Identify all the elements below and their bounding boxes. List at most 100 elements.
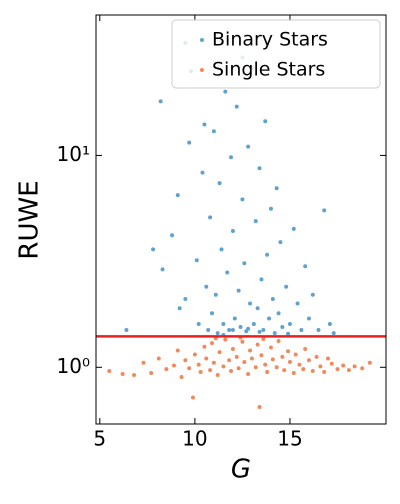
point bbox=[346, 368, 351, 373]
point bbox=[164, 367, 169, 372]
point bbox=[156, 356, 161, 361]
point bbox=[274, 365, 279, 370]
point bbox=[251, 322, 256, 327]
point bbox=[242, 261, 247, 266]
point bbox=[151, 247, 156, 252]
point bbox=[196, 362, 201, 367]
point bbox=[158, 99, 163, 104]
point bbox=[284, 284, 289, 289]
point bbox=[204, 356, 209, 361]
point bbox=[229, 155, 234, 160]
point bbox=[170, 233, 175, 238]
point bbox=[187, 140, 192, 145]
point bbox=[331, 331, 336, 336]
point bbox=[255, 342, 260, 347]
point bbox=[236, 366, 241, 371]
point bbox=[278, 240, 283, 245]
point bbox=[274, 186, 279, 191]
legend-marker bbox=[200, 38, 204, 42]
point bbox=[215, 372, 220, 377]
point bbox=[132, 372, 137, 377]
point bbox=[192, 352, 197, 357]
point bbox=[208, 368, 213, 373]
point bbox=[303, 347, 308, 352]
point bbox=[196, 322, 201, 327]
point bbox=[211, 360, 216, 365]
point bbox=[261, 327, 266, 332]
point bbox=[183, 297, 188, 302]
point bbox=[223, 89, 228, 94]
point bbox=[314, 354, 319, 359]
point bbox=[215, 331, 220, 336]
point bbox=[234, 354, 239, 359]
point bbox=[225, 270, 230, 275]
point bbox=[265, 370, 270, 375]
point bbox=[230, 327, 235, 332]
point bbox=[206, 327, 211, 332]
point bbox=[221, 364, 226, 369]
point bbox=[268, 345, 273, 350]
point bbox=[316, 327, 321, 332]
point bbox=[149, 370, 154, 375]
point bbox=[236, 288, 241, 293]
point bbox=[160, 267, 165, 272]
point bbox=[223, 337, 228, 342]
point bbox=[248, 301, 253, 306]
legend-label: Binary Stars bbox=[212, 29, 328, 51]
point bbox=[255, 306, 260, 311]
point bbox=[276, 311, 281, 316]
point bbox=[242, 359, 247, 364]
point bbox=[240, 339, 245, 344]
point bbox=[230, 347, 235, 352]
y-axis-label: RUWE bbox=[15, 180, 45, 259]
y-tick-label: 10⁰ bbox=[57, 354, 90, 378]
point bbox=[329, 361, 334, 366]
point bbox=[202, 122, 207, 127]
point bbox=[177, 306, 182, 311]
point bbox=[211, 129, 216, 134]
point bbox=[202, 344, 207, 349]
point bbox=[265, 252, 270, 257]
point bbox=[253, 219, 258, 224]
point bbox=[141, 360, 146, 365]
point bbox=[187, 366, 192, 371]
plot-frame bbox=[95, 14, 387, 425]
point bbox=[179, 374, 184, 379]
point bbox=[198, 370, 203, 375]
legend-box bbox=[171, 19, 381, 89]
point bbox=[287, 359, 292, 364]
point bbox=[238, 324, 243, 329]
point bbox=[204, 284, 209, 289]
point bbox=[282, 368, 287, 373]
point bbox=[257, 404, 262, 409]
point bbox=[213, 292, 218, 297]
point bbox=[227, 358, 232, 363]
point bbox=[257, 329, 262, 334]
point bbox=[246, 326, 251, 331]
point bbox=[249, 356, 254, 361]
point bbox=[295, 301, 300, 306]
point bbox=[310, 292, 315, 297]
point bbox=[270, 297, 275, 302]
point bbox=[310, 369, 315, 374]
point bbox=[318, 364, 323, 369]
point bbox=[227, 327, 232, 332]
point bbox=[286, 331, 291, 336]
point bbox=[297, 362, 302, 367]
point bbox=[230, 228, 235, 233]
x-tick-label: 10 bbox=[182, 427, 207, 451]
point bbox=[175, 348, 180, 353]
legend-label: Single Stars bbox=[212, 59, 325, 81]
point bbox=[276, 339, 281, 344]
point bbox=[234, 104, 239, 109]
point bbox=[263, 119, 268, 124]
point bbox=[280, 324, 285, 329]
point bbox=[124, 327, 129, 332]
point bbox=[200, 170, 205, 175]
x-tick-label: 5 bbox=[93, 427, 106, 451]
point bbox=[367, 360, 372, 365]
x-tick-label: 15 bbox=[277, 427, 302, 451]
point bbox=[268, 206, 273, 211]
point bbox=[259, 277, 264, 282]
point bbox=[303, 264, 308, 269]
